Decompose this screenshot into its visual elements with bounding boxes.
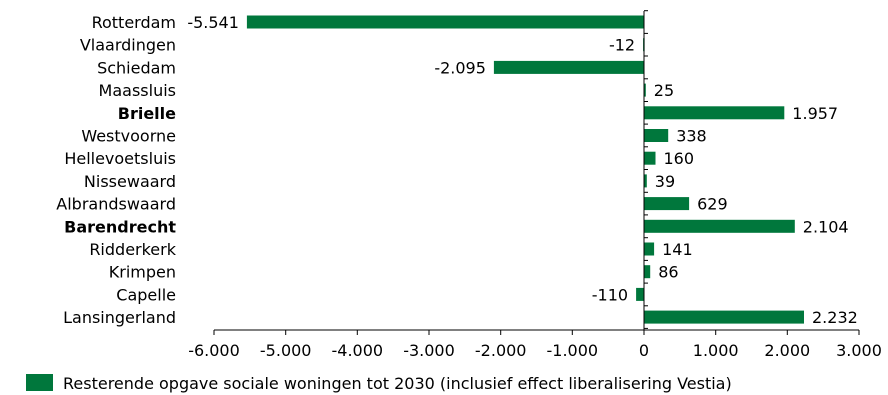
category-label: Ridderkerk	[89, 240, 176, 259]
bar-ridderkerk	[644, 242, 655, 256]
legend-swatch	[26, 374, 53, 391]
x-tick-label: -5.000	[260, 341, 312, 360]
category-label: Maassluis	[99, 81, 176, 100]
bar-schiedam	[493, 60, 644, 74]
value-label: 160	[664, 149, 695, 168]
x-tick-label: 1.000	[693, 341, 739, 360]
value-label: 629	[697, 195, 728, 214]
bar-capelle	[636, 287, 644, 301]
value-label: 86	[658, 263, 678, 282]
bar-barendrecht	[644, 219, 795, 233]
category-label: Westvoorne	[81, 127, 176, 146]
value-label: -12	[609, 36, 635, 55]
category-label: Hellevoetsluis	[64, 149, 176, 168]
bars-group	[246, 15, 804, 324]
legend-label: Resterende opgave sociale woningen tot 2…	[63, 374, 732, 393]
bar-lansingerland	[644, 310, 804, 324]
x-tick-label: -6.000	[188, 341, 240, 360]
category-label: Krimpen	[109, 263, 176, 282]
legend: Resterende opgave sociale woningen tot 2…	[26, 374, 732, 393]
value-label: 1.957	[792, 104, 838, 123]
value-label: 25	[654, 81, 674, 100]
bar-rotterdam	[246, 15, 644, 29]
category-label: Brielle	[118, 104, 176, 123]
bar-albrandswaard	[644, 197, 690, 211]
category-label: Rotterdam	[92, 13, 176, 32]
x-tick-label: 2.000	[764, 341, 810, 360]
value-label: -110	[592, 285, 628, 304]
value-label: 39	[655, 172, 675, 191]
axes-group: -6.000 -5.000 -4.000 -3.000 -2.000 -1.000 0 1.0…	[188, 10, 882, 360]
x-tick-label: 0	[639, 341, 649, 360]
bar-krimpen	[644, 265, 651, 279]
bar-maassluis	[644, 83, 646, 97]
category-label: Nissewaard	[84, 172, 176, 191]
category-label: Lansingerland	[63, 308, 176, 327]
labels-group: Rotterdam -5.541 Vlaardingen -12 Schiedam -2.…	[56, 13, 858, 327]
value-label: 141	[662, 240, 693, 259]
value-label: 2.232	[812, 308, 858, 327]
bar-brielle	[644, 106, 785, 120]
x-tick-label: -3.000	[403, 341, 455, 360]
x-tick-label: -4.000	[332, 341, 384, 360]
category-label: Albrandswaard	[56, 195, 176, 214]
category-label: Capelle	[116, 285, 176, 304]
category-label: Barendrecht	[64, 217, 176, 236]
x-tick-label: -2.000	[475, 341, 527, 360]
category-label: Schiedam	[97, 58, 176, 77]
x-tick-label: 3.000	[836, 341, 882, 360]
x-tick-label: -1.000	[547, 341, 599, 360]
value-label: -5.541	[187, 13, 239, 32]
value-label: 2.104	[803, 217, 849, 236]
category-label: Vlaardingen	[80, 36, 176, 55]
bar-hellevoetsluis	[644, 151, 656, 165]
bar-westvoorne	[644, 129, 669, 142]
value-label: 338	[676, 127, 707, 146]
value-label: -2.095	[434, 58, 486, 77]
bar-nissewaard	[644, 174, 647, 188]
